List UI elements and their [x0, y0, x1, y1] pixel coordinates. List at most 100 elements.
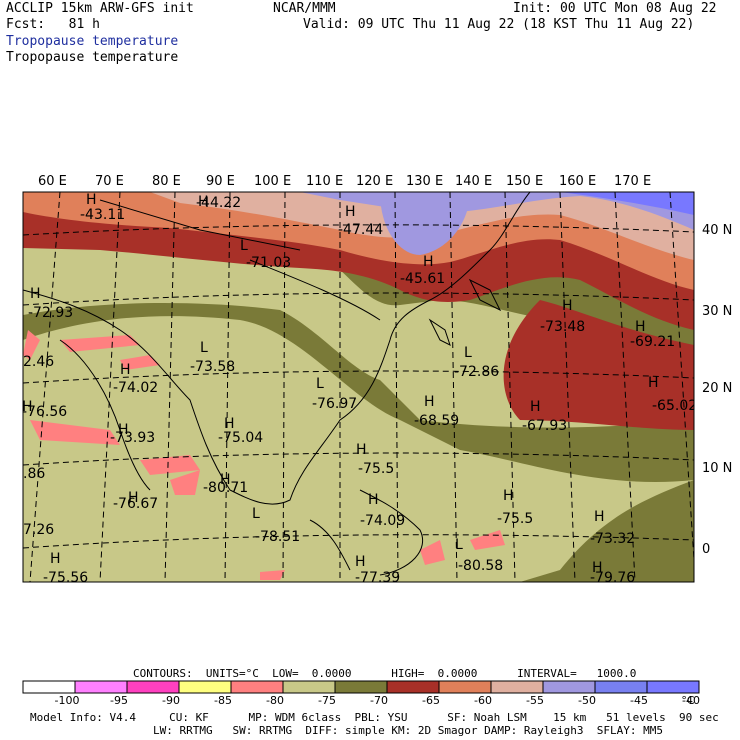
- extremum-symbol: L: [455, 537, 463, 553]
- extremum-symbol: H: [220, 472, 231, 488]
- colorbar-label: -60: [474, 694, 492, 707]
- valid-time: Valid: 09 UTC Thu 11 Aug 22 (18 KST Thu …: [303, 17, 695, 32]
- colorbar-label: -65: [422, 694, 440, 707]
- extremum-symbol: H: [562, 298, 573, 314]
- extremum-symbol: H: [355, 554, 366, 570]
- colorbar-label: -50: [578, 694, 596, 707]
- extremum-value: -73.58: [190, 359, 235, 375]
- longitude-labels: 60 E 70 E 80 E 90 E 100 E 110 E 120 E 130 E 140 …: [38, 174, 651, 189]
- extremum-value: .86: [23, 466, 45, 482]
- lon-label: 160 E: [559, 174, 596, 189]
- extremum-symbol: H: [50, 551, 61, 567]
- colorbar-swatch: [334, 680, 388, 694]
- extremum-symbol: L: [464, 345, 472, 361]
- lon-label: 130 E: [406, 174, 443, 189]
- extremum-value: -76.56: [22, 404, 67, 420]
- field-title-1: Tropopause temperature: [6, 34, 179, 49]
- extremum-value: -77.39: [355, 570, 400, 586]
- colorbar-label: -100: [55, 694, 80, 707]
- extremum-value: -75.56: [43, 570, 88, 586]
- lon-label: 60 E: [38, 174, 67, 189]
- extremum-symbol: L: [316, 376, 324, 392]
- contours-info: CONTOURS: UNITS=°C LOW= 0.0000 HIGH= 0.0…: [133, 667, 637, 680]
- extremum-symbol: H: [118, 422, 129, 438]
- colorbar-labels: -100 -95 -90 -85 -80 -75 -70 -65 -60 -55 -50 -45 -40…: [55, 694, 700, 707]
- extremum-symbol: H: [592, 560, 603, 576]
- lat-label: 10 N: [702, 461, 732, 476]
- extremum-value: -80.58: [458, 558, 503, 574]
- extremum-symbol: H: [368, 492, 379, 508]
- extremum-symbol: H: [128, 490, 139, 506]
- extremum-symbol: H: [198, 194, 209, 210]
- colorbar-swatch: [386, 680, 440, 694]
- colorbar-swatch: [646, 680, 700, 694]
- extremum-symbol: L: [200, 340, 208, 356]
- colorbar-swatch: [230, 680, 284, 694]
- colorbar-label: -45: [630, 694, 648, 707]
- forecast-hour: Fcst: 81 h: [6, 17, 100, 32]
- extremum-value: -72.86: [454, 364, 499, 380]
- extremum-symbol: H: [503, 488, 514, 504]
- extremum-value: -69.21: [630, 334, 675, 350]
- extremum-symbol: H: [120, 362, 131, 378]
- extremum-value: -47.44: [338, 222, 383, 238]
- extremum-symbol: L: [240, 238, 248, 254]
- extremum-symbol: H: [86, 192, 97, 208]
- colorbar-label: -90: [162, 694, 180, 707]
- extremum-value: -43.11: [80, 207, 125, 223]
- extremum-symbol: H: [423, 254, 434, 270]
- extremum-value: -76.97: [312, 396, 357, 412]
- lat-label: 30 N: [702, 304, 732, 319]
- colorbar-label: -70: [370, 694, 388, 707]
- model-title: ACCLIP 15km ARW-GFS init: [6, 1, 194, 16]
- lon-label: 140 E: [455, 174, 492, 189]
- extremum-symbol: H: [594, 509, 605, 525]
- colorbar-swatch: [490, 680, 544, 694]
- map-frame: [22, 191, 695, 583]
- extremum-value: -68.59: [414, 413, 459, 429]
- lon-label: 90 E: [206, 174, 235, 189]
- extremum-value: -73.93: [110, 430, 155, 446]
- model-info-line-1: Model Info: V4.4 CU: KF MP: WDM 6class P…: [30, 711, 719, 724]
- extremum-value: -74.09: [360, 513, 405, 529]
- extremum-symbol: H: [22, 399, 33, 415]
- extremum-value: -75.5: [497, 511, 533, 527]
- extremum-value: -73.48: [540, 319, 585, 335]
- colorbar-swatch: [282, 680, 336, 694]
- extremum-symbol: H: [424, 394, 435, 410]
- extremum-value: -75.5: [358, 461, 394, 477]
- extremum-symbol: H: [356, 442, 367, 458]
- extremum-value: -71.03: [246, 255, 291, 271]
- lat-label: 20 N: [702, 381, 732, 396]
- colorbar-swatch: [594, 680, 648, 694]
- lat-label: 40 N: [702, 223, 732, 238]
- extremum-symbol: H: [635, 319, 646, 335]
- colorbar-swatch: [22, 680, 76, 694]
- extremum-value: -65.02: [652, 398, 697, 414]
- graticule: [23, 192, 694, 582]
- extremum-value: -79.76: [590, 570, 635, 586]
- extremum-value: -67.93: [522, 418, 567, 434]
- extremum-symbol: L: [252, 506, 260, 522]
- colorbar-swatch: [74, 680, 128, 694]
- extremum-value: -44.22: [196, 195, 241, 211]
- extremum-value: 7.26: [23, 522, 54, 538]
- colorbar-label: -40: [682, 694, 700, 707]
- extremum-value: -73.32: [590, 531, 635, 547]
- lon-label: 70 E: [95, 174, 124, 189]
- filled-field: [23, 192, 694, 582]
- field-title-2: Tropopause temperature: [6, 50, 179, 65]
- extremum-value: -78.51: [255, 529, 300, 545]
- colorbar-label: -85: [214, 694, 232, 707]
- extremum-value: -75.04: [218, 430, 263, 446]
- init-time: Init: 00 UTC Mon 08 Aug 22: [513, 1, 717, 16]
- coastlines: [23, 192, 531, 576]
- colorbar-swatch: [126, 680, 180, 694]
- lon-label: 80 E: [152, 174, 181, 189]
- lat-label: 0: [702, 542, 710, 557]
- extrema-labels: H-43.11H-44.22H-47.44L-71.03 H-45.61H-72.…: [22, 192, 697, 586]
- extremum-value: -80.71: [203, 480, 248, 496]
- lon-label: 110 E: [306, 174, 343, 189]
- extremum-symbol: H: [224, 416, 235, 432]
